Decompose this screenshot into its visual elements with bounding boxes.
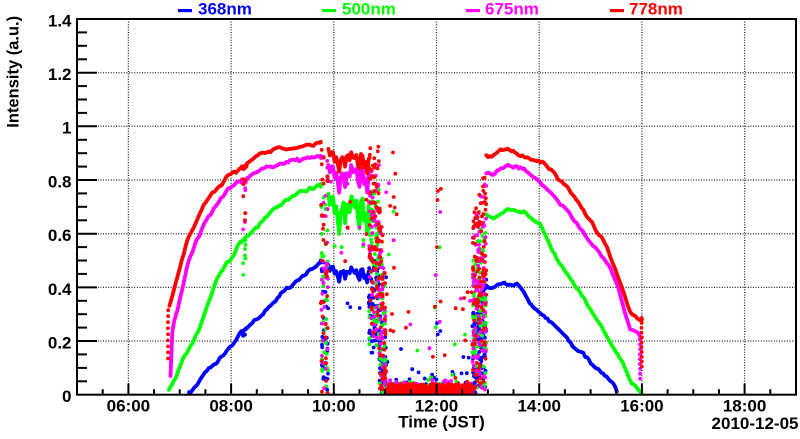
- svg-text:10:00: 10:00: [312, 397, 355, 416]
- svg-text:778nm: 778nm: [629, 0, 683, 19]
- svg-text:500nm: 500nm: [342, 0, 396, 19]
- svg-text:Time (JST): Time (JST): [398, 413, 485, 432]
- svg-text:12:00: 12:00: [415, 397, 458, 416]
- svg-text:16:00: 16:00: [620, 397, 663, 416]
- svg-text:0.8: 0.8: [48, 172, 72, 191]
- svg-text:1: 1: [62, 119, 71, 138]
- svg-text:675nm: 675nm: [485, 0, 539, 19]
- svg-text:0.4: 0.4: [48, 280, 72, 299]
- svg-text:0.6: 0.6: [48, 226, 72, 245]
- svg-text:06:00: 06:00: [107, 397, 150, 416]
- svg-text:14:00: 14:00: [517, 397, 560, 416]
- svg-text:08:00: 08:00: [209, 397, 252, 416]
- svg-text:368nm: 368nm: [198, 0, 252, 19]
- svg-text:Intensity (a.u.): Intensity (a.u.): [5, 16, 23, 128]
- svg-text:1.2: 1.2: [48, 65, 72, 84]
- svg-text:1.4: 1.4: [48, 11, 72, 30]
- svg-text:18:00: 18:00: [723, 397, 766, 416]
- svg-text:2010-12-05: 2010-12-05: [712, 414, 799, 433]
- svg-text:0: 0: [62, 387, 71, 406]
- svg-text:0.2: 0.2: [48, 333, 72, 352]
